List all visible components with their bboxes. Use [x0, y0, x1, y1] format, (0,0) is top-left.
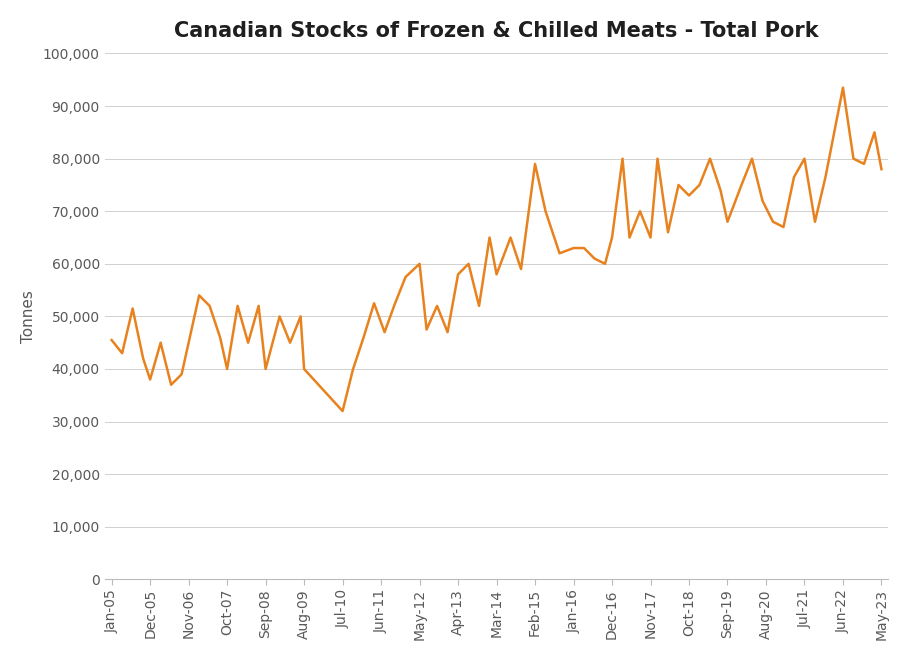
- Title: Canadian Stocks of Frozen & Chilled Meats - Total Pork: Canadian Stocks of Frozen & Chilled Meat…: [174, 21, 819, 41]
- Y-axis label: Tonnes: Tonnes: [21, 290, 35, 343]
